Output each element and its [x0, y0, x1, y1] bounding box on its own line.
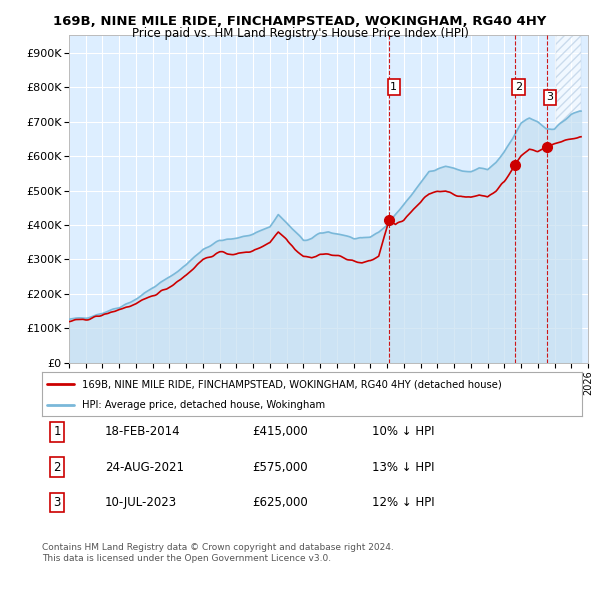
Text: £415,000: £415,000 — [252, 425, 308, 438]
Text: £575,000: £575,000 — [252, 461, 308, 474]
Text: 3: 3 — [547, 93, 553, 103]
Text: 10-JUL-2023: 10-JUL-2023 — [105, 496, 177, 509]
Text: 169B, NINE MILE RIDE, FINCHAMPSTEAD, WOKINGHAM, RG40 4HY (detached house): 169B, NINE MILE RIDE, FINCHAMPSTEAD, WOK… — [83, 379, 502, 389]
Text: Contains HM Land Registry data © Crown copyright and database right 2024.: Contains HM Land Registry data © Crown c… — [42, 543, 394, 552]
Text: 3: 3 — [53, 496, 61, 509]
Text: HPI: Average price, detached house, Wokingham: HPI: Average price, detached house, Woki… — [83, 400, 326, 410]
Text: 18-FEB-2014: 18-FEB-2014 — [105, 425, 181, 438]
Text: £625,000: £625,000 — [252, 496, 308, 509]
Text: 10% ↓ HPI: 10% ↓ HPI — [372, 425, 434, 438]
Text: 2: 2 — [515, 82, 522, 92]
Text: 13% ↓ HPI: 13% ↓ HPI — [372, 461, 434, 474]
Text: This data is licensed under the Open Government Licence v3.0.: This data is licensed under the Open Gov… — [42, 555, 331, 563]
Text: 169B, NINE MILE RIDE, FINCHAMPSTEAD, WOKINGHAM, RG40 4HY: 169B, NINE MILE RIDE, FINCHAMPSTEAD, WOK… — [53, 15, 547, 28]
Text: 1: 1 — [390, 82, 397, 92]
Text: 12% ↓ HPI: 12% ↓ HPI — [372, 496, 434, 509]
Text: 1: 1 — [53, 425, 61, 438]
Text: 24-AUG-2021: 24-AUG-2021 — [105, 461, 184, 474]
Text: 2: 2 — [53, 461, 61, 474]
Text: Price paid vs. HM Land Registry's House Price Index (HPI): Price paid vs. HM Land Registry's House … — [131, 27, 469, 40]
